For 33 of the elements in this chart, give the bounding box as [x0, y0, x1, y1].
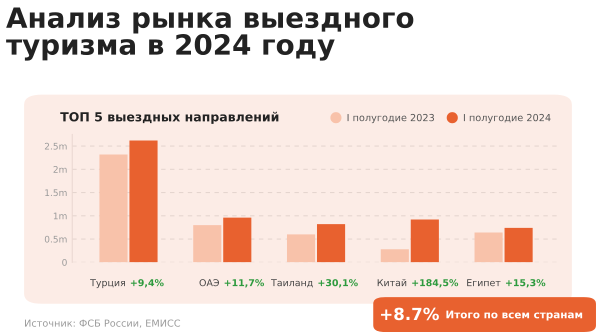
bar — [193, 225, 222, 262]
y-tick-label: 2m — [54, 166, 67, 173]
text: Итого по всем странам — [446, 310, 582, 320]
bar — [380, 249, 409, 262]
y-tick-label: 1.5m — [45, 189, 67, 196]
bar — [410, 220, 439, 262]
text: +184,5% — [412, 279, 458, 288]
legend-label: I полугодие 2024 — [464, 114, 551, 124]
bar — [474, 232, 503, 262]
text: +8.7% — [381, 308, 439, 320]
bar — [223, 218, 252, 262]
chart-title: Анализ рынка выездного туризма в 2024 году — [6, 7, 414, 61]
text: +30,1% — [318, 279, 358, 288]
bar — [99, 154, 128, 262]
bar — [286, 234, 316, 262]
x-tick-label: ОАЭ — [200, 279, 219, 286]
y-tick-label: 1m — [54, 212, 67, 220]
bar — [316, 224, 346, 262]
text: Источник: ФСБ России, ЕМИСС — [25, 319, 180, 328]
bar — [129, 140, 158, 262]
text: +15,3% — [506, 279, 546, 288]
x-tick-label: Турция — [90, 279, 125, 288]
text: +9,4% — [130, 279, 164, 288]
y-tick-label: 0.5m — [44, 236, 67, 243]
y-tick-label: 2.5m — [44, 142, 67, 150]
y-tick-label: 0 — [62, 259, 67, 266]
x-tick-label: Египет — [467, 279, 501, 286]
x-tick-label: Таиланд — [271, 279, 313, 288]
legend-label: I полугодие 2023 — [348, 114, 434, 124]
x-tick-label: Китай — [378, 278, 406, 286]
chart-subtitle: ТОП 5 выездных направлений — [60, 112, 278, 124]
text: +11,7% — [224, 279, 264, 288]
bar — [504, 228, 533, 262]
